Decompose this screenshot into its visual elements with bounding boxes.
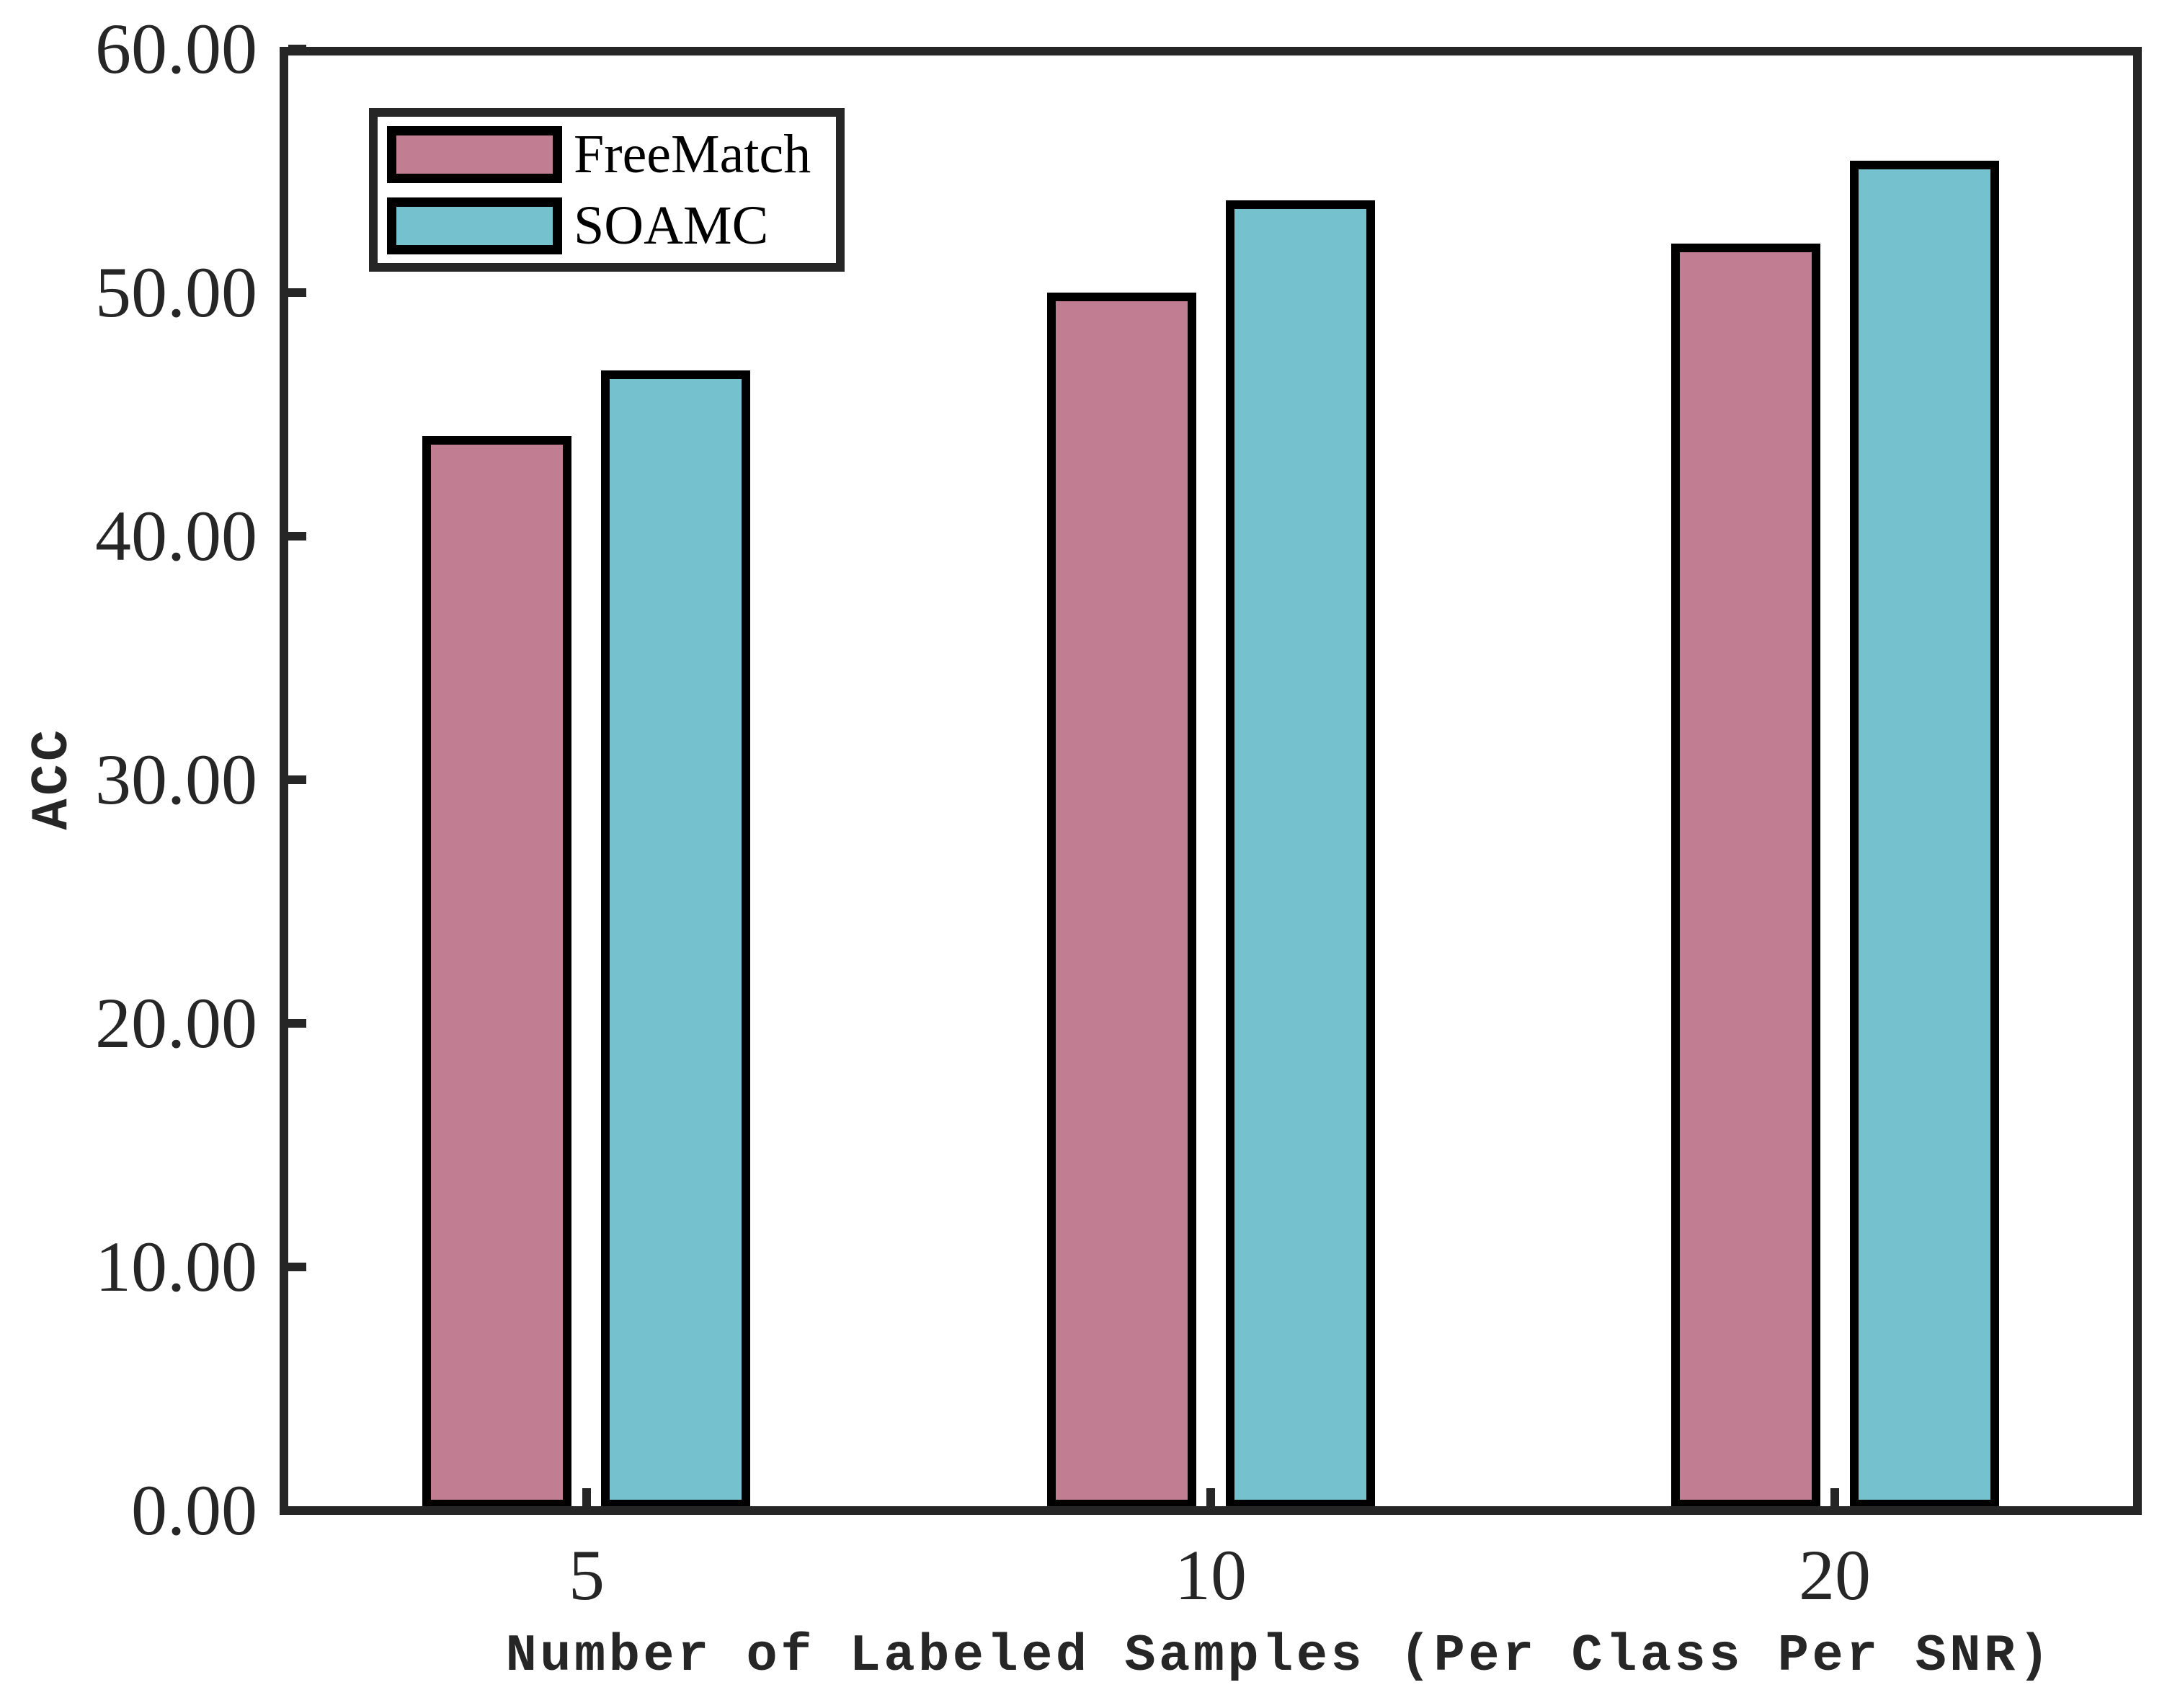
x-tick-10 — [1206, 1488, 1215, 1506]
y-tick-20.00 — [288, 1019, 306, 1028]
legend-label-soamc: SOAMC — [574, 195, 769, 256]
y-tick-50.00 — [288, 288, 306, 297]
y-tick-label-10.00: 10.00 — [95, 1227, 257, 1307]
bar-freematch-5 — [422, 436, 572, 1508]
x-tick-5 — [582, 1488, 591, 1506]
legend-item-freematch: FreeMatch — [387, 124, 836, 184]
x-tick-label-20: 20 — [1799, 1535, 1872, 1615]
y-tick-label-50.00: 50.00 — [95, 252, 257, 332]
y-tick-label-20.00: 20.00 — [95, 983, 257, 1063]
bar-freematch-20 — [1670, 244, 1820, 1508]
y-tick-label-0.00: 0.00 — [131, 1470, 257, 1550]
bar-soamc-10 — [1225, 200, 1375, 1508]
x-tick-label-10: 10 — [1175, 1535, 1247, 1615]
y-tick-label-30.00: 30.00 — [95, 739, 257, 819]
legend-swatch-freematch — [387, 125, 562, 183]
legend-label-freematch: FreeMatch — [574, 124, 811, 184]
y-axis-title: ACC — [23, 726, 82, 830]
x-tick-20 — [1830, 1488, 1840, 1506]
y-tick-label-60.00: 60.00 — [95, 9, 257, 89]
x-tick-label-5: 5 — [568, 1535, 605, 1615]
y-tick-30.00 — [288, 775, 306, 784]
y-tick-label-40.00: 40.00 — [95, 496, 257, 576]
bar-soamc-5 — [601, 370, 751, 1508]
bar-soamc-20 — [1849, 161, 1999, 1508]
legend-item-soamc: SOAMC — [387, 197, 836, 254]
y-tick-60.00 — [288, 45, 306, 53]
x-axis-title: Number of Labeled Samples (Per Class Per… — [505, 1627, 2053, 1686]
legend-swatch-soamc — [387, 197, 562, 254]
legend: FreeMatch SOAMC — [369, 108, 845, 272]
bar-freematch-10 — [1046, 293, 1196, 1508]
y-tick-10.00 — [288, 1263, 306, 1271]
y-tick-0.00 — [288, 1506, 306, 1515]
y-tick-40.00 — [288, 532, 306, 541]
